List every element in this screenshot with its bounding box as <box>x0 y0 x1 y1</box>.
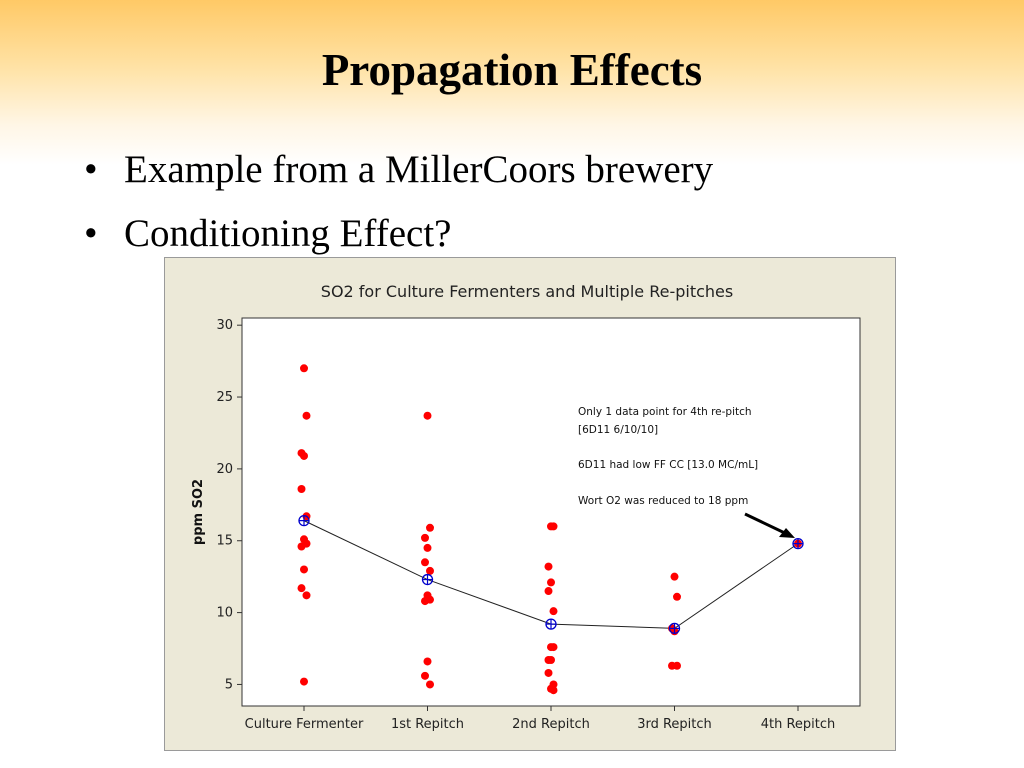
data-point <box>547 656 555 665</box>
data-point <box>549 607 558 616</box>
data-point <box>673 661 681 670</box>
bullet-list: • Example from a MillerCoors brewery • Con… <box>84 138 713 266</box>
data-point <box>421 558 429 567</box>
y-tick-label: 5 <box>225 677 233 692</box>
data-point <box>423 411 432 420</box>
annotation-block: Only 1 data point for 4th re-pitch [6D11… <box>578 406 758 507</box>
data-point <box>673 592 681 601</box>
chart-svg: SO2 for Culture Fermenters and Multiple … <box>191 282 861 732</box>
y-tick-label: 25 <box>216 390 233 405</box>
y-axis-label: ppm SO2 <box>191 479 206 545</box>
data-point <box>421 597 429 606</box>
data-point <box>300 677 308 686</box>
slide-title: Propagation Effects <box>321 45 703 95</box>
data-point <box>547 578 555 587</box>
data-point <box>297 584 306 593</box>
data-point <box>549 643 558 652</box>
data-point <box>421 671 429 680</box>
data-point <box>423 657 432 666</box>
data-point <box>421 533 429 542</box>
data-point <box>300 451 308 460</box>
data-point <box>426 680 434 689</box>
bullet-item: • Example from a MillerCoors brewery <box>84 138 713 202</box>
x-tick-label: 3rd Repitch <box>637 717 712 732</box>
data-point <box>302 411 311 420</box>
bullet-dot-icon: • <box>84 148 98 191</box>
x-tick-label: 1st Repitch <box>391 717 464 732</box>
annotation-line: Wort O2 was reduced to 18 ppm <box>578 495 748 507</box>
data-point <box>297 542 306 551</box>
data-point <box>549 686 558 695</box>
bullet-dot-icon: • <box>84 212 98 255</box>
data-point <box>297 485 306 494</box>
data-point <box>300 364 308 373</box>
data-point <box>670 572 679 581</box>
annotation-line: 6D11 had low FF CC [13.0 MC/mL] <box>578 459 758 471</box>
data-point <box>544 587 553 596</box>
annotation-arrow <box>744 512 795 538</box>
data-point <box>544 562 553 571</box>
data-point <box>426 523 434 532</box>
chart-title: SO2 for Culture Fermenters and Multiple … <box>321 282 733 301</box>
x-tick-label: 2nd Repitch <box>512 717 590 732</box>
y-tick-label: 10 <box>216 606 233 621</box>
plot-area <box>241 317 861 707</box>
data-point <box>426 566 434 575</box>
bullet-text: Conditioning Effect? <box>124 212 452 255</box>
data-point <box>544 668 553 677</box>
bullet-item: • Conditioning Effect? <box>84 202 713 266</box>
annotation-line: Only 1 data point for 4th re-pitch <box>578 406 752 418</box>
y-tick-label: 15 <box>216 534 233 549</box>
chart-frame: SO2 for Culture Fermenters and Multiple … <box>164 257 896 751</box>
x-tick-label: Culture Fermenter <box>245 717 364 732</box>
arrowhead-icon <box>779 528 795 538</box>
bullet-text: Example from a MillerCoors brewery <box>124 148 714 191</box>
data-point <box>423 543 432 552</box>
x-tick-label: 4th Repitch <box>761 717 836 732</box>
y-tick-label: 30 <box>216 318 233 333</box>
y-tick-label: 20 <box>216 462 233 477</box>
data-point <box>302 591 311 600</box>
data-point <box>549 522 558 531</box>
annotation-line: [6D11 6/10/10] <box>578 424 658 436</box>
data-point <box>300 565 308 574</box>
